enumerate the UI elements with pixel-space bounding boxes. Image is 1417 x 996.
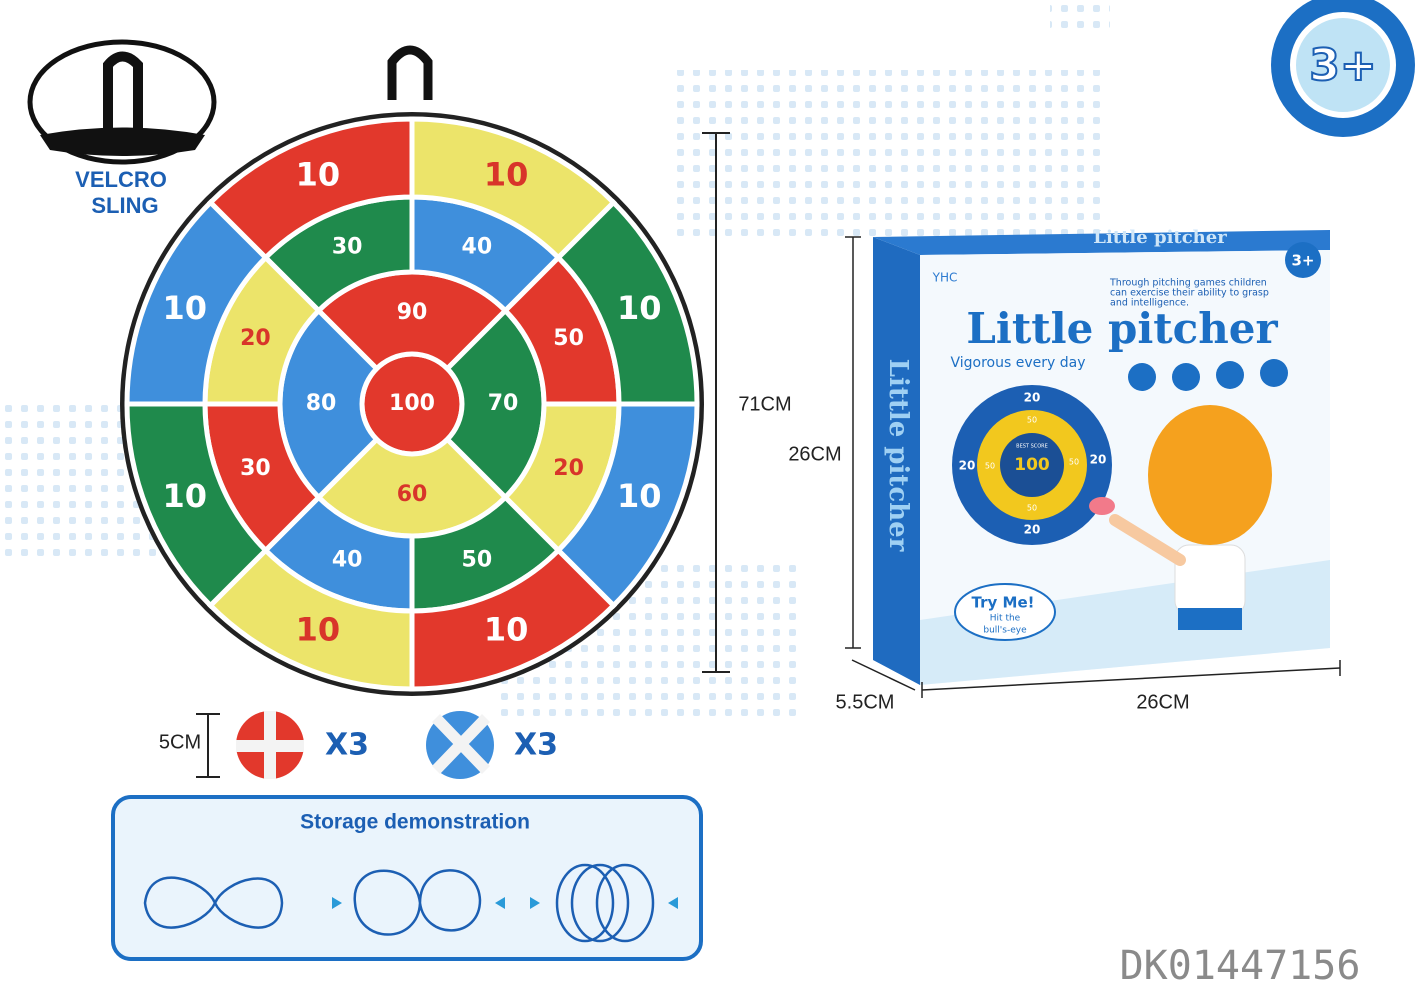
storage-steps	[143, 863, 655, 943]
box-target-score: 50	[1027, 416, 1037, 425]
board-score: 40	[462, 234, 493, 259]
box-description: and intelligence.	[1110, 298, 1189, 309]
box-callout-text: bull's-eye	[983, 626, 1027, 636]
board-score: 30	[332, 234, 363, 259]
sling-strap	[103, 51, 143, 135]
box-brand: YHC	[932, 271, 958, 285]
age-badge-text: 3+	[1309, 40, 1376, 91]
board-score: 10	[484, 156, 529, 194]
box-side	[873, 237, 920, 685]
box-height: 26CM	[788, 443, 841, 465]
ball-stripe	[236, 711, 304, 779]
box-callout	[954, 583, 1056, 641]
boy-shorts	[1178, 608, 1242, 630]
box-target-score: 50	[1069, 458, 1079, 467]
board-score: 10	[484, 610, 529, 648]
ball-count: X3	[514, 728, 558, 763]
board-score: 70	[488, 391, 519, 416]
ball-size: 5CM	[159, 731, 201, 753]
box-width: 26CM	[1136, 691, 1189, 713]
box-side-title: Little pitcher	[883, 359, 913, 552]
box-target-score: 50	[1027, 504, 1037, 513]
box-callout-text: Try Me!	[972, 594, 1035, 612]
boy-shirt	[1174, 544, 1246, 616]
board-score: 20	[553, 456, 584, 481]
box-top	[873, 230, 1330, 255]
box-subtitle: Vigorous every day	[951, 355, 1086, 371]
dartboard: 100 90 70 60 80 30 40 50 20 50 40 30 20 10 10 10 10 10 10 1…	[120, 112, 704, 696]
box-target-score: 20	[1024, 391, 1041, 405]
board-score: 10	[617, 477, 662, 515]
box-description: can exercise their ability to grasp	[1110, 288, 1269, 299]
board-score: 10	[617, 289, 662, 327]
board-score: 60	[397, 482, 428, 507]
board-size: 71CM	[738, 393, 791, 415]
board-loop	[387, 45, 433, 100]
board-score: 100	[389, 391, 435, 416]
box-title: Little pitcher	[966, 304, 1278, 353]
box-target-score: 100	[1014, 455, 1050, 475]
ball-count: X3	[325, 728, 369, 763]
box-target-score: 20	[1090, 453, 1107, 467]
sling-label: SLING	[91, 193, 158, 218]
sling-label: VELCRO	[75, 167, 167, 192]
board-score: 40	[332, 548, 363, 573]
box-target-score: 50	[985, 462, 995, 471]
box-ball	[1089, 497, 1115, 515]
sling-rim	[40, 127, 205, 156]
box-depth: 5.5CM	[836, 691, 895, 713]
box-age-badge	[1285, 242, 1321, 278]
box-target-score: 20	[959, 459, 976, 473]
dimension-line	[921, 667, 1341, 691]
storage-arrows	[332, 897, 678, 909]
box-description: Through pitching games children	[1109, 278, 1267, 289]
board-segment	[124, 198, 270, 407]
board-score: 80	[306, 391, 337, 416]
board-score: 50	[462, 548, 493, 573]
box-target-label: BEST SCORE	[1016, 444, 1048, 450]
box-age: 3+	[1291, 252, 1314, 270]
board-score: 10	[296, 610, 341, 648]
boy-head	[1148, 405, 1272, 545]
board-score: 10	[162, 477, 207, 515]
item-code: DK01447156	[1120, 943, 1361, 989]
box-callout-text: Hit the	[990, 614, 1021, 624]
ball-stripe	[432, 714, 490, 774]
board-score: 10	[162, 289, 207, 327]
box-target-center	[1000, 433, 1064, 497]
board-score: 30	[240, 456, 271, 481]
map-dots	[1050, 0, 1110, 30]
age-badge-inner	[1290, 12, 1396, 118]
board-score: 20	[240, 326, 271, 351]
board-score: 50	[553, 326, 584, 351]
dimension-line	[851, 659, 916, 691]
storage-title: Storage demonstration	[300, 811, 530, 834]
board-score: 10	[296, 156, 341, 194]
box-target-score: 20	[1024, 523, 1041, 537]
board-score: 90	[397, 300, 428, 325]
box-icons	[1128, 359, 1288, 391]
map-dots	[670, 70, 1100, 240]
boy-arm	[1109, 514, 1186, 566]
box-top-title: Little pitcher	[1093, 227, 1227, 248]
